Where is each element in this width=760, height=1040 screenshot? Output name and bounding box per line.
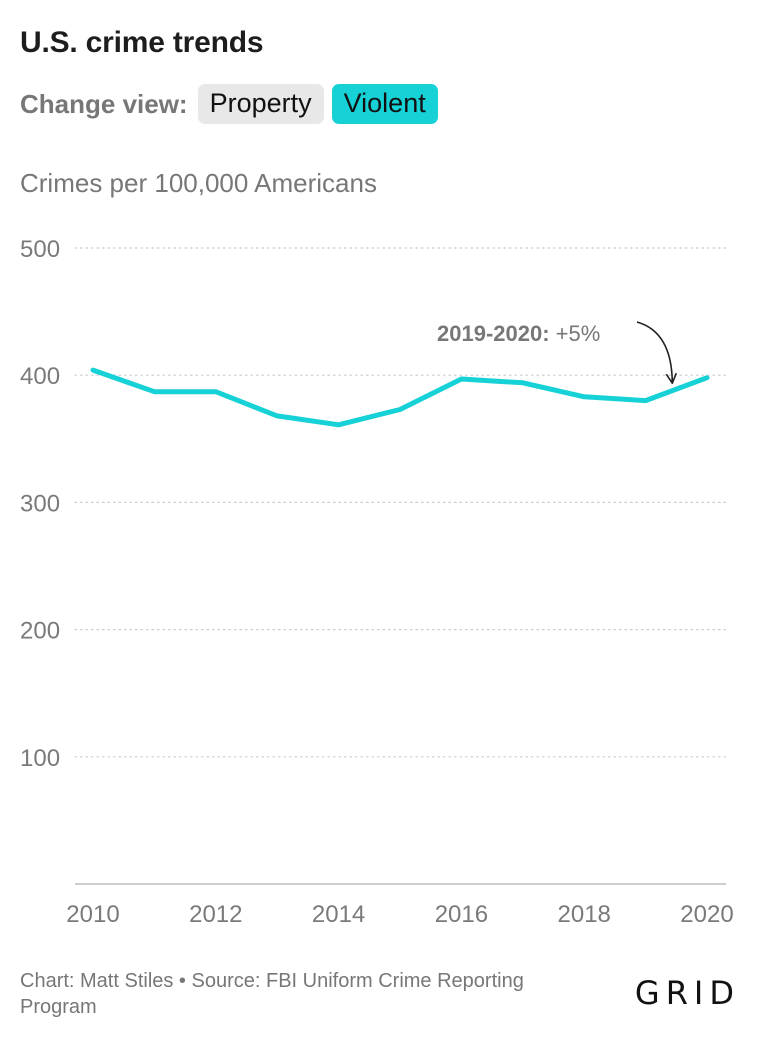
line-chart: 100 200 300 400 500 2010 2012 2014 2016 2018 2020 2… <box>20 236 734 928</box>
x-tick-label: 2016 <box>435 901 488 928</box>
x-tick-label: 2018 <box>558 901 611 928</box>
y-tick-label: 500 <box>20 236 60 263</box>
chart-title: U.S. crime trends <box>20 26 264 59</box>
series-line <box>90 367 710 428</box>
source-credit: Chart: Matt Stiles • Source: FBI Uniform… <box>20 970 524 1018</box>
view-toggle: Change view: Property Violent <box>20 84 438 124</box>
violent-toggle-button[interactable]: Violent <box>331 84 438 124</box>
annotation-arrow <box>636 321 674 384</box>
y-tick-label: 200 <box>20 618 60 645</box>
y-tick-label: 300 <box>20 490 60 517</box>
grid-logo: GRID <box>634 974 740 1012</box>
x-tick-label: 2020 <box>680 901 733 928</box>
annotation-arrowhead <box>665 372 678 384</box>
x-tick-label: 2010 <box>66 901 119 928</box>
x-tick-label: 2012 <box>189 901 242 928</box>
x-tick-label: 2014 <box>312 901 365 928</box>
y-tick-label: 400 <box>20 363 60 390</box>
property-toggle-button[interactable]: Property <box>197 84 324 124</box>
y-tick-label: 100 <box>20 745 60 772</box>
annotation-label: 2019-2020: +5% <box>437 321 600 346</box>
change-view-label: Change view: <box>20 88 188 119</box>
y-axis-label: Crimes per 100,000 Americans <box>20 168 377 198</box>
